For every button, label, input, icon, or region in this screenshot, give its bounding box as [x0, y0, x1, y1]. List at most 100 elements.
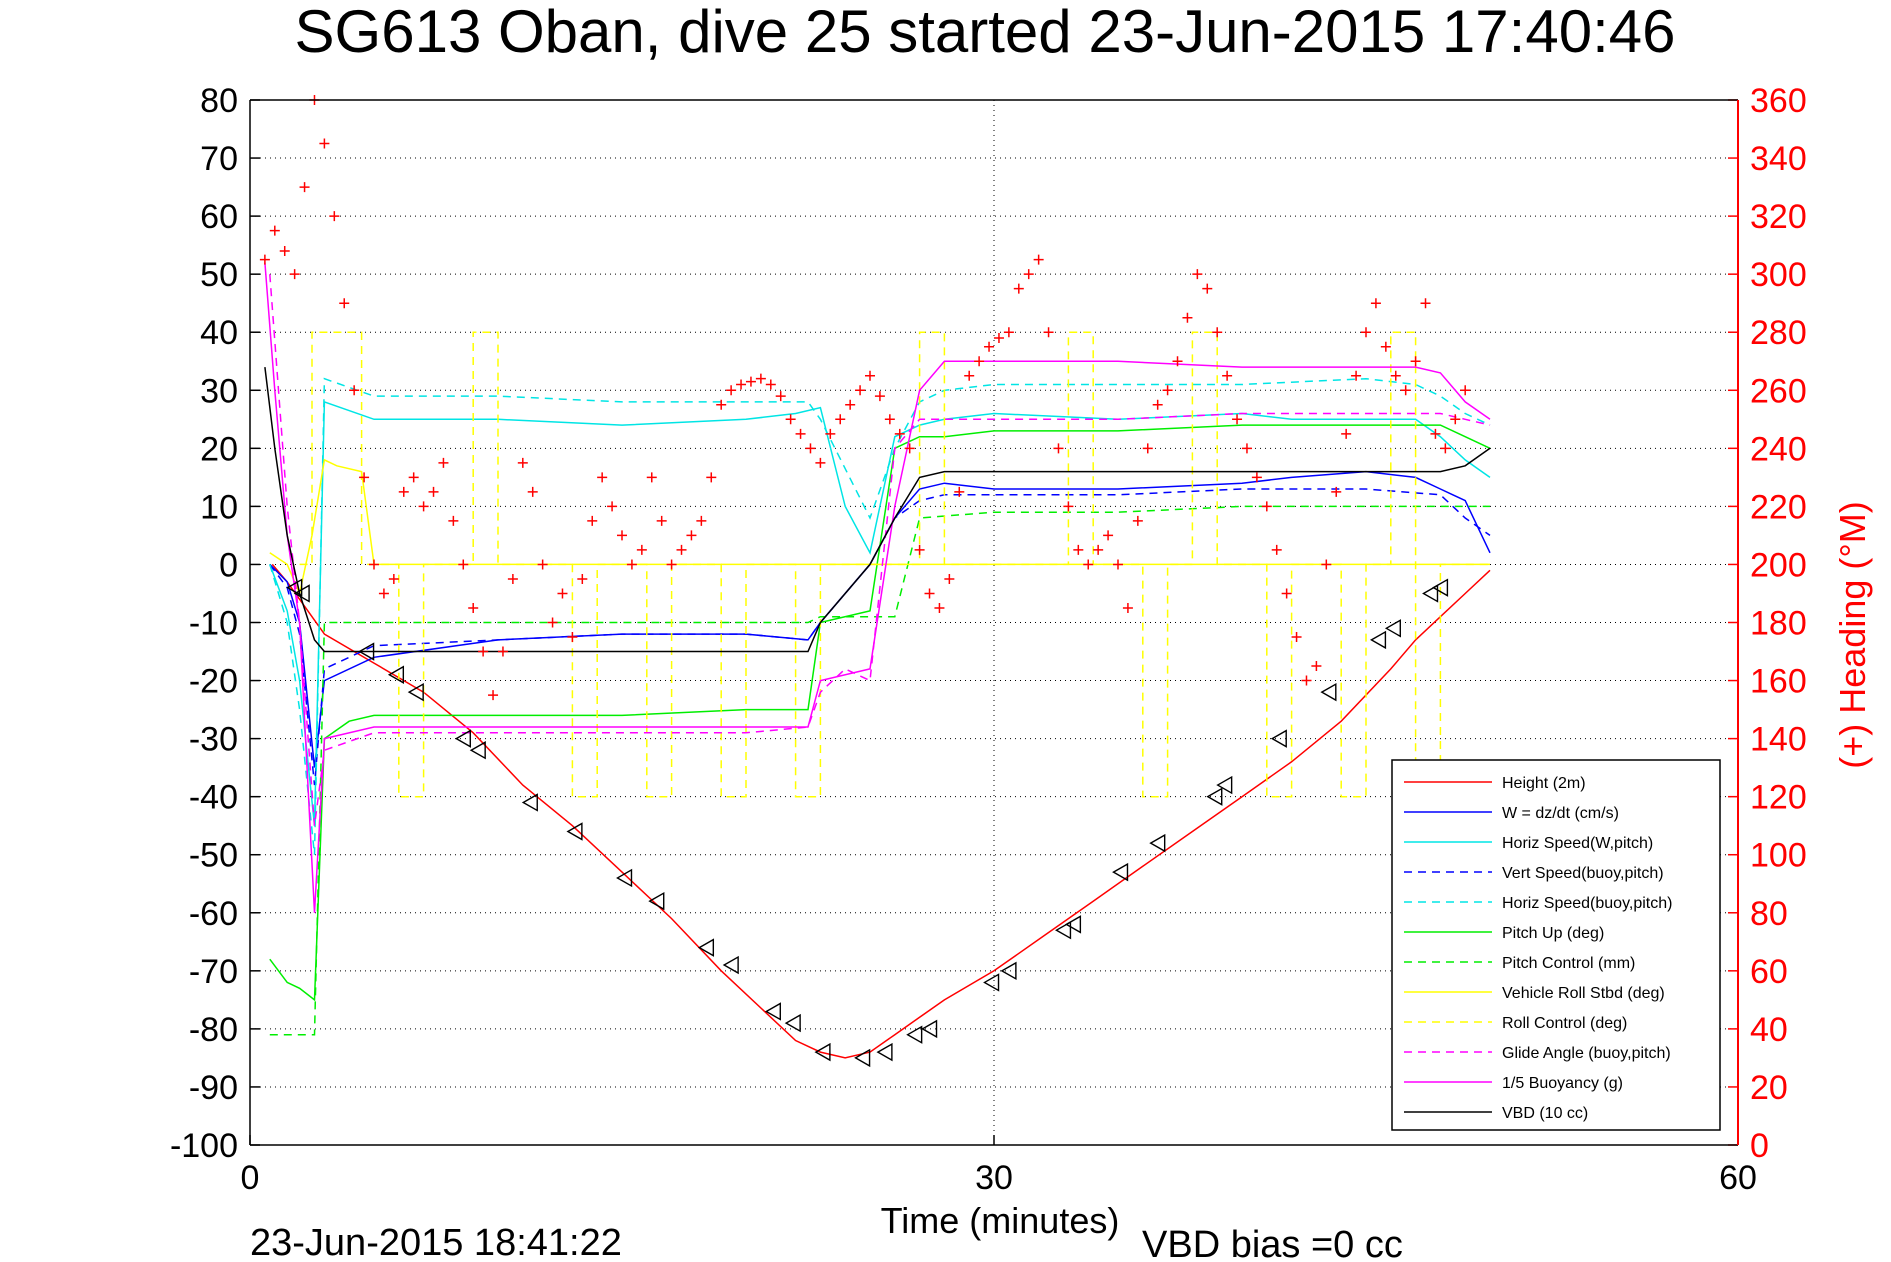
- heading-point: [1361, 327, 1371, 338]
- heading-point: [884, 414, 895, 425]
- heading-point: [517, 457, 528, 468]
- heading-point: [1093, 544, 1104, 555]
- heading-point: [388, 573, 399, 584]
- heading-point: [607, 501, 618, 512]
- heading-point: [1460, 385, 1471, 396]
- heading-point: [319, 138, 330, 149]
- heading-point: [1202, 283, 1213, 294]
- heading-point: [279, 245, 290, 256]
- heading-point: [1390, 370, 1401, 381]
- heading-point: [696, 515, 707, 526]
- heading-point: [349, 385, 360, 396]
- heading-point: [1113, 559, 1123, 570]
- heading-point: [1420, 298, 1431, 309]
- heading-point: [676, 544, 687, 555]
- y-tick-label: -60: [189, 895, 238, 933]
- heading-point: [974, 356, 985, 367]
- heading-point: [1053, 443, 1064, 454]
- heading-point: [745, 376, 756, 387]
- height-marker: [1270, 729, 1287, 748]
- height-marker: [876, 1042, 893, 1062]
- heading-point: [914, 544, 925, 555]
- height-marker: [1055, 920, 1072, 940]
- heading-point: [408, 472, 419, 483]
- legend-label: Height (2m): [1502, 775, 1586, 792]
- series-line-9: [269, 274, 1491, 826]
- y-tick-label: 0: [219, 546, 238, 584]
- y2-tick-label: 0: [1750, 1127, 1769, 1165]
- y-tick-label: -30: [189, 721, 238, 759]
- footer-timestamp: 23-Jun-2015 18:41:22: [250, 1222, 622, 1262]
- height-marker: [784, 1013, 801, 1033]
- heading-point: [805, 443, 816, 454]
- series-line-11: [264, 367, 1491, 653]
- heading-point: [1083, 559, 1094, 570]
- y-tick-label: -20: [189, 663, 238, 701]
- heading-point: [726, 385, 737, 396]
- heading-point: [845, 399, 856, 410]
- heading-point: [993, 333, 1004, 344]
- series-line-10: [264, 262, 1491, 913]
- heading-point: [1023, 269, 1034, 280]
- heading-point: [1351, 370, 1362, 381]
- y2-tick-label: 200: [1750, 546, 1807, 584]
- heading-point: [1182, 312, 1193, 323]
- y2-tick-label: 160: [1750, 663, 1807, 701]
- heading-point: [478, 646, 489, 657]
- chart-title: SG613 Oban, dive 25 started 23-Jun-2015 …: [295, 0, 1676, 65]
- legend-label: Horiz Speed(W,pitch): [1502, 835, 1653, 852]
- y2-tick-label: 20: [1750, 1069, 1788, 1107]
- heading-point: [369, 559, 379, 570]
- height-marker: [387, 665, 405, 684]
- height-marker: [358, 642, 375, 661]
- x-tick-label: 0: [241, 1159, 260, 1197]
- heading-point: [934, 602, 945, 613]
- height-marker: [1064, 915, 1082, 934]
- series-line-0: [271, 563, 1491, 1059]
- height-marker: [1431, 578, 1449, 597]
- heading-point: [944, 573, 955, 584]
- y-tick-label: -10: [189, 605, 238, 643]
- heading-point: [428, 486, 439, 497]
- heading-point: [825, 428, 836, 439]
- x-tick-label: 60: [1719, 1159, 1757, 1197]
- legend-label: Vert Speed(buoy,pitch): [1502, 865, 1664, 882]
- series-line-4: [269, 377, 1491, 855]
- heading-point: [1192, 269, 1203, 280]
- y-tick-label: -50: [189, 837, 238, 875]
- y-tick-label: -90: [189, 1069, 238, 1107]
- y2-tick-label: 120: [1750, 779, 1807, 817]
- heading-point: [1410, 356, 1421, 367]
- heading-point: [1033, 254, 1044, 265]
- height-marker: [293, 584, 310, 603]
- heading-point: [547, 617, 558, 628]
- y2-tick-label: 140: [1750, 721, 1807, 759]
- y2-tick-label: 220: [1750, 488, 1807, 526]
- height-marker: [454, 729, 471, 748]
- heading-point: [835, 414, 846, 425]
- height-marker: [1384, 619, 1401, 638]
- heading-point: [1281, 588, 1292, 599]
- series-line-6: [269, 505, 1490, 1036]
- y2-tick-label: 300: [1750, 256, 1807, 294]
- heading-point: [1172, 356, 1183, 367]
- legend-label: Pitch Up (deg): [1502, 925, 1604, 942]
- heading-point: [488, 690, 499, 701]
- y-tick-label: 10: [200, 488, 238, 526]
- heading-point: [686, 530, 697, 541]
- heading-point: [1122, 602, 1133, 613]
- legend-label: VBD (10 cc): [1502, 1105, 1588, 1122]
- y2-tick-label: 360: [1750, 82, 1807, 120]
- y2-tick-label: 280: [1750, 314, 1807, 352]
- y-tick-label: -80: [189, 1011, 238, 1049]
- heading-point: [874, 391, 885, 402]
- heading-point: [577, 573, 588, 584]
- legend-label: W = dz/dt (cm/s): [1502, 805, 1619, 822]
- legend-label: 1/5 Buoyancy (g): [1502, 1075, 1623, 1092]
- heading-point: [815, 457, 826, 468]
- heading-point: [1341, 428, 1352, 439]
- height-marker: [521, 793, 538, 812]
- height-marker: [1206, 787, 1223, 806]
- y2-tick-label: 80: [1750, 895, 1788, 933]
- legend-label: Pitch Control (mm): [1502, 955, 1635, 972]
